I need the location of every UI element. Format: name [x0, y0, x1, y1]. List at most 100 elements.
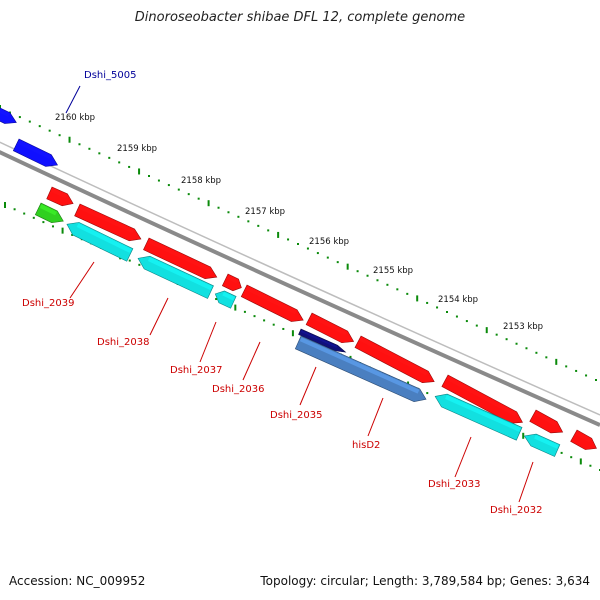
outer-tick [416, 295, 419, 302]
gene-arrow-red-body [570, 429, 597, 450]
backbone [0, 141, 600, 427]
outer-tick [446, 311, 448, 313]
scale-label: 2158 kbp [181, 176, 221, 186]
scale-labels: 2160 kbp 2159 kbp 2158 kbp 2157 kbp 2156 kbp… [55, 113, 543, 332]
scale-label: 2157 kbp [245, 207, 285, 217]
gene-arrow-cyan-shine [147, 257, 213, 291]
inner-tick [291, 330, 294, 337]
gene-arrow-cyan [214, 290, 237, 309]
outer-tick [227, 211, 230, 214]
gene-arrow-red-shine [310, 314, 348, 336]
outer-tick [287, 238, 290, 241]
outer-tick [475, 324, 478, 327]
inner-tick [23, 212, 26, 215]
gene-label: Dshi_2036 [212, 384, 264, 395]
map-title: Dinoroseobacter shibae DFL 12, complete … [134, 10, 466, 25]
gene-arrow-cyan-body [434, 393, 523, 441]
scale-label: 2155 kbp [373, 266, 413, 276]
inner-tick [522, 432, 525, 439]
outer-tick [18, 116, 21, 119]
outer-tick [197, 197, 200, 200]
gene-arrow-red [305, 312, 355, 344]
outer-tick [406, 292, 409, 295]
gene-arrow-red-shine [575, 431, 592, 443]
inner-tick [13, 208, 16, 211]
gene-arrow-navy-shine [300, 330, 338, 348]
backbone-line [0, 150, 600, 427]
gene-arrow-red-body [46, 186, 74, 207]
inner-tick [4, 202, 6, 208]
inner-tick [272, 323, 275, 326]
label-leader [518, 461, 534, 503]
inner-tick [215, 298, 218, 301]
outer-tick [148, 175, 150, 177]
gene-arrow-red-shine [446, 376, 517, 417]
gene-label: Dshi_2037 [170, 365, 222, 376]
outer-tick [187, 193, 190, 196]
label-leader [367, 397, 384, 437]
gene-arrow-green-body [34, 202, 64, 223]
gene-arrow [12, 138, 58, 167]
scale-label: 2159 kbp [117, 144, 157, 154]
label-leader [65, 85, 81, 114]
inner-tick [253, 315, 256, 318]
outer-tick [505, 338, 508, 341]
outer-tick [356, 270, 359, 273]
inner-tick [234, 304, 237, 311]
gene-arrow-red-shine [534, 411, 557, 426]
outer-tick [58, 134, 61, 137]
outer-tick [88, 147, 91, 150]
outer-tick [565, 365, 568, 368]
inner-tick [560, 451, 563, 454]
gene-arrow-cyan [137, 255, 214, 299]
outer-tick [257, 224, 260, 227]
gene-arrow-steel-shine [299, 337, 420, 394]
scale-label: 2156 kbp [309, 237, 349, 247]
gene-arrow-red [529, 409, 564, 434]
outer-tick [277, 231, 280, 238]
topology-label: Topology: circular; Length: 3,789,584 bp… [260, 574, 590, 588]
outer-tick [38, 125, 41, 128]
label-leaders [65, 85, 534, 503]
gene-arrow-red [143, 237, 218, 280]
outer-tick [376, 279, 379, 282]
outer-tick [575, 369, 578, 372]
gene-arrow-cyan-body [137, 255, 214, 299]
inner-tick [138, 263, 141, 266]
outer-tick [217, 206, 220, 209]
gene-arrow-red-shine [245, 286, 297, 315]
scale-label: 2153 kbp [503, 322, 543, 332]
gene-arrow-red [46, 186, 74, 207]
outer-tick [515, 342, 518, 345]
gene-arrow-red [221, 273, 242, 292]
outer-tick [48, 129, 51, 132]
outer-tick [247, 220, 250, 223]
label-leader [299, 366, 317, 406]
outer-tick [495, 333, 498, 336]
outer-tick [128, 165, 131, 168]
gene-arrow-cyan-shine [222, 291, 235, 301]
gene-arrow-red-body [221, 273, 242, 292]
outer-tick [78, 143, 81, 146]
gene-arrow-red-shine [78, 205, 135, 234]
outer-tick [326, 256, 329, 259]
gene-arrow-cyan-shine [76, 223, 132, 253]
outer-tick [585, 374, 588, 377]
gene-arrow-steel [294, 335, 427, 402]
gene-arrow-red-shine [50, 188, 68, 199]
gene-arrow-navy [298, 328, 347, 353]
gene-label: Dshi_2033 [428, 479, 480, 490]
outer-tick [207, 200, 210, 207]
gene-arrow-cyan-shine [445, 394, 521, 432]
gene-label: Dshi_2032 [490, 505, 542, 516]
inner-tick [71, 233, 74, 236]
outer-tick [306, 247, 309, 250]
gene-features [0, 103, 597, 457]
outer-tick [426, 301, 429, 304]
gene-labels: Dshi_5005 Dshi_2039 Dshi_2038 Dshi_2037 Dshi… [22, 70, 542, 516]
outer-tick [177, 188, 180, 191]
gene-arrow-green-shine [39, 204, 57, 216]
scale-label: 2154 kbp [438, 295, 478, 305]
label-leader [199, 321, 217, 363]
